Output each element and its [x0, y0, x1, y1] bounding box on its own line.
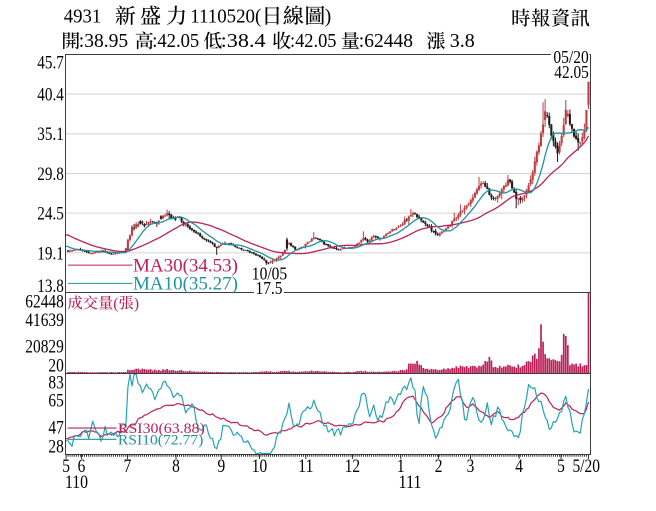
svg-text:62448: 62448 [25, 291, 64, 312]
svg-text:5: 5 [557, 456, 565, 477]
svg-text::62448: :62448 [359, 31, 413, 52]
svg-text:20829: 20829 [25, 337, 64, 358]
svg-text::42.05: :42.05 [152, 31, 199, 52]
svg-text:1: 1 [397, 456, 405, 477]
svg-text:5/20: 5/20 [572, 456, 600, 477]
svg-text:10/05: 10/05 [252, 263, 287, 283]
svg-text:10: 10 [252, 456, 267, 477]
svg-text:RSI10(72.77): RSI10(72.77) [118, 433, 203, 449]
svg-text:2: 2 [435, 456, 443, 477]
svg-text:42.05: 42.05 [554, 62, 589, 82]
svg-text:35.1: 35.1 [37, 124, 64, 145]
svg-text:110: 110 [65, 472, 88, 493]
svg-text:4: 4 [515, 456, 523, 477]
svg-text:(: ( [113, 295, 118, 312]
svg-text:24.5: 24.5 [37, 204, 64, 225]
svg-text:17.5: 17.5 [256, 278, 283, 298]
svg-text:RSI30(63.88): RSI30(63.88) [118, 421, 205, 437]
svg-text:): ) [325, 5, 332, 27]
svg-text::42.05: :42.05 [290, 31, 337, 52]
svg-text::38.95: :38.95 [79, 31, 128, 52]
svg-text:MA30(34.53): MA30(34.53) [133, 257, 238, 277]
svg-text:12: 12 [345, 456, 360, 477]
svg-text:3.8: 3.8 [450, 31, 475, 52]
svg-text:111: 111 [398, 472, 421, 493]
svg-text:13.8: 13.8 [37, 276, 64, 297]
svg-text:11: 11 [298, 456, 313, 477]
svg-text:5: 5 [62, 456, 70, 477]
svg-text:83: 83 [48, 372, 63, 393]
svg-text:29.8: 29.8 [37, 164, 64, 185]
svg-text:05/20: 05/20 [553, 47, 588, 67]
svg-text:45.7: 45.7 [37, 53, 64, 74]
svg-text::38.4: :38.4 [221, 31, 266, 52]
svg-text:1110520(: 1110520( [190, 5, 261, 27]
svg-text:47: 47 [48, 418, 63, 439]
svg-text:8: 8 [172, 456, 180, 477]
svg-text:65: 65 [48, 390, 63, 411]
svg-text:28: 28 [48, 436, 63, 457]
svg-text:9: 9 [217, 456, 225, 477]
svg-text:20: 20 [48, 355, 63, 376]
svg-text:3: 3 [467, 456, 475, 477]
svg-text:MA10(35.27): MA10(35.27) [133, 274, 238, 294]
svg-text:): ) [134, 295, 139, 312]
svg-text:19.1: 19.1 [37, 244, 64, 265]
svg-text:4931: 4931 [64, 5, 101, 27]
svg-text:40.4: 40.4 [37, 84, 64, 105]
svg-text:6: 6 [78, 456, 86, 477]
svg-text:7: 7 [124, 456, 132, 477]
svg-text:41639: 41639 [25, 310, 64, 331]
